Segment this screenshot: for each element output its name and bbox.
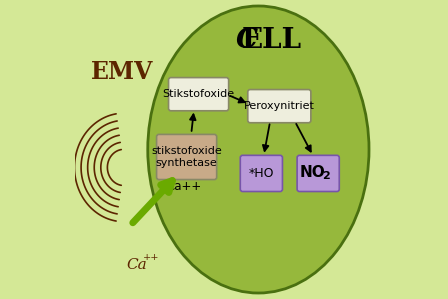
Text: stikstofoxide
synthetase: stikstofoxide synthetase [151, 146, 222, 168]
Text: Stikstofoxide: Stikstofoxide [163, 89, 235, 99]
Text: EMV: EMV [91, 60, 153, 84]
Text: 2: 2 [322, 171, 330, 181]
Text: C: C [235, 27, 258, 54]
Text: NO: NO [300, 165, 326, 180]
Text: Ca++: Ca++ [166, 180, 201, 193]
FancyBboxPatch shape [156, 135, 217, 179]
Text: Peroxynitriet: Peroxynitriet [244, 101, 315, 111]
FancyBboxPatch shape [240, 155, 282, 192]
Text: *HO: *HO [249, 167, 274, 180]
Text: Ca: Ca [127, 258, 147, 271]
Text: ++: ++ [143, 253, 160, 262]
Text: ELL: ELL [242, 27, 302, 54]
FancyBboxPatch shape [297, 155, 339, 192]
Ellipse shape [148, 6, 369, 293]
FancyBboxPatch shape [248, 90, 311, 123]
FancyBboxPatch shape [168, 77, 228, 111]
